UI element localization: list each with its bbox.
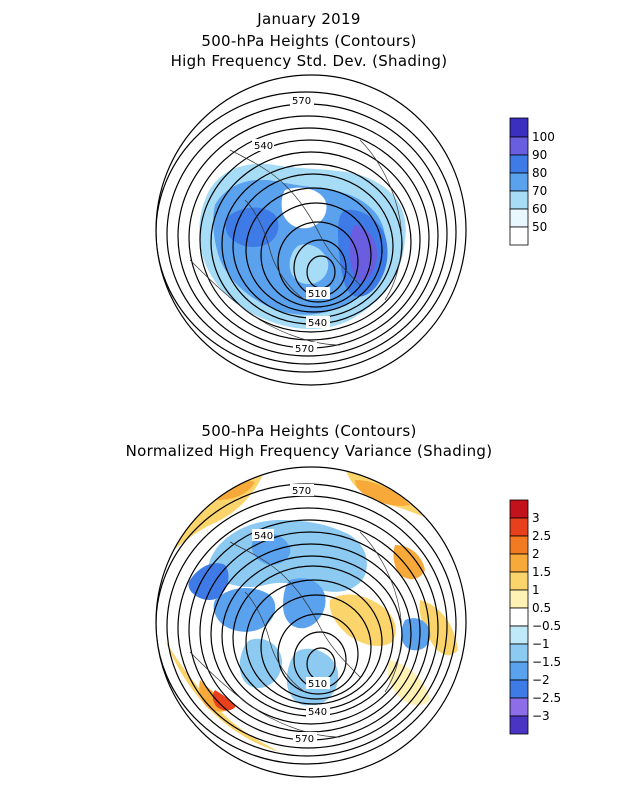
panel2-colorbar: 3 2.5 2 1.5 1 0.5 −0.5 −1 −1.5 −2 −2.5 −… bbox=[509, 499, 561, 735]
panel2-contour-labels: 570 540 510 540 570 bbox=[252, 484, 330, 745]
panel1-title-line1: January 2019 bbox=[257, 10, 361, 28]
panel1-cb-label-80: 80 bbox=[532, 166, 547, 180]
panel2-cb-label-1.5: 1.5 bbox=[532, 565, 551, 579]
panel2-cb-label-neg2.5: −2.5 bbox=[532, 691, 561, 705]
panel2-label-510: 510 bbox=[308, 679, 327, 690]
panel2-title-line1: 500-hPa Heights (Contours) bbox=[201, 422, 417, 440]
panel1-cb-label-100: 100 bbox=[532, 130, 555, 144]
panel2-cb-label-0.5: 0.5 bbox=[532, 601, 551, 615]
panel1-label-570-bottom: 570 bbox=[295, 344, 314, 355]
panel2-cb-label-3: 3 bbox=[532, 511, 540, 525]
panel1-contour-labels: 570 540 510 540 570 bbox=[252, 94, 330, 355]
panel1-title-line2: 500-hPa Heights (Contours) bbox=[201, 32, 417, 50]
panel2-label-570-top: 570 bbox=[292, 486, 311, 497]
panel2-label-540-top: 540 bbox=[254, 531, 273, 542]
panel2-cb-label-neg0.5: −0.5 bbox=[532, 619, 561, 633]
panel2-label-540-bottom: 540 bbox=[308, 707, 327, 718]
panel1-label-570-top: 570 bbox=[292, 96, 311, 107]
panel1-label-540-top: 540 bbox=[254, 141, 273, 152]
panel2-label-570-bottom: 570 bbox=[295, 734, 314, 745]
panel1-label-540-bottom: 540 bbox=[308, 318, 327, 329]
panel1-shading bbox=[199, 163, 406, 330]
panel1-map: 570 540 510 540 570 bbox=[155, 74, 467, 386]
panel1-colorbar: 100 90 80 70 60 50 bbox=[509, 117, 555, 246]
panel1-map-border bbox=[155, 74, 467, 386]
panel2-title-line2: Normalized High Frequency Variance (Shad… bbox=[125, 442, 493, 460]
panel2-cb-label-neg2: −2 bbox=[532, 673, 550, 687]
panel2-cb-label-2: 2 bbox=[532, 547, 540, 561]
panel2-cb-label-2.5: 2.5 bbox=[532, 529, 551, 543]
panel2-cb-label-neg1.5: −1.5 bbox=[532, 655, 561, 669]
panel1-label-510: 510 bbox=[308, 289, 327, 300]
panel1-coastlines bbox=[189, 139, 402, 346]
panel1-cb-label-60: 60 bbox=[532, 202, 547, 216]
panel2-map-border bbox=[155, 466, 467, 778]
panel2-cb-label-1: 1 bbox=[532, 583, 540, 597]
panel1-cb-label-70: 70 bbox=[532, 184, 547, 198]
panel2-map: 570 540 510 540 570 bbox=[155, 466, 467, 778]
panel1-title-line3: High Frequency Std. Dev. (Shading) bbox=[170, 52, 448, 70]
panel1-cb-label-90: 90 bbox=[532, 148, 547, 162]
panel2-shading bbox=[160, 468, 458, 752]
panel2-cb-label-neg3: −3 bbox=[532, 709, 550, 723]
panel1-cb-label-50: 50 bbox=[532, 220, 547, 234]
panel2-cb-label-neg1: −1 bbox=[532, 637, 550, 651]
